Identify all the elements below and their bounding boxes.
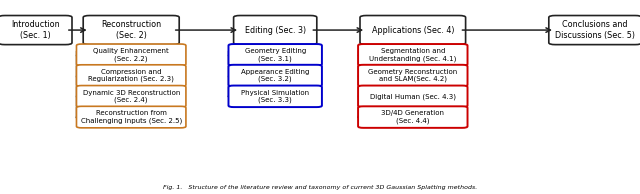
FancyBboxPatch shape bbox=[549, 16, 640, 45]
Text: 3D/4D Generation
(Sec. 4.4): 3D/4D Generation (Sec. 4.4) bbox=[381, 110, 444, 124]
FancyBboxPatch shape bbox=[228, 86, 322, 107]
FancyBboxPatch shape bbox=[77, 65, 186, 86]
FancyBboxPatch shape bbox=[228, 44, 322, 66]
FancyBboxPatch shape bbox=[83, 16, 179, 45]
Text: Reconstruction from
Challenging Inputs (Sec. 2.5): Reconstruction from Challenging Inputs (… bbox=[81, 110, 182, 124]
Text: Fig. 1.   Structure of the literature review and taxonomy of current 3D Gaussian: Fig. 1. Structure of the literature revi… bbox=[163, 185, 477, 190]
Text: Geometry Editing
(Sec. 3.1): Geometry Editing (Sec. 3.1) bbox=[244, 48, 306, 61]
FancyBboxPatch shape bbox=[358, 86, 467, 107]
Text: Quality Enhancement
(Sec. 2.2): Quality Enhancement (Sec. 2.2) bbox=[93, 48, 169, 61]
Text: Compression and
Regularization (Sec. 2.3): Compression and Regularization (Sec. 2.3… bbox=[88, 69, 174, 82]
Text: Geometry Reconstruction
and SLAM(Sec. 4.2): Geometry Reconstruction and SLAM(Sec. 4.… bbox=[368, 69, 458, 82]
FancyBboxPatch shape bbox=[0, 16, 72, 45]
Text: Applications (Sec. 4): Applications (Sec. 4) bbox=[372, 26, 454, 35]
FancyBboxPatch shape bbox=[358, 65, 467, 86]
FancyBboxPatch shape bbox=[77, 44, 186, 66]
FancyBboxPatch shape bbox=[360, 16, 466, 45]
FancyBboxPatch shape bbox=[77, 106, 186, 128]
Text: Digital Human (Sec. 4.3): Digital Human (Sec. 4.3) bbox=[370, 93, 456, 100]
Text: Segmentation and
Understanding (Sec. 4.1): Segmentation and Understanding (Sec. 4.1… bbox=[369, 48, 456, 61]
FancyBboxPatch shape bbox=[358, 106, 467, 128]
Text: Physical Simulation
(Sec. 3.3): Physical Simulation (Sec. 3.3) bbox=[241, 90, 309, 103]
Text: Introduction
(Sec. 1): Introduction (Sec. 1) bbox=[11, 20, 60, 40]
FancyBboxPatch shape bbox=[358, 44, 467, 66]
FancyBboxPatch shape bbox=[228, 65, 322, 86]
Text: Dynamic 3D Reconstruction
(Sec. 2.4): Dynamic 3D Reconstruction (Sec. 2.4) bbox=[83, 90, 180, 103]
Text: Editing (Sec. 3): Editing (Sec. 3) bbox=[244, 26, 306, 35]
Text: Conclusions and
Discussions (Sec. 5): Conclusions and Discussions (Sec. 5) bbox=[556, 20, 636, 40]
FancyBboxPatch shape bbox=[234, 16, 317, 45]
Text: Reconstruction
(Sec. 2): Reconstruction (Sec. 2) bbox=[101, 20, 161, 40]
FancyBboxPatch shape bbox=[77, 86, 186, 107]
Text: Appearance Editing
(Sec. 3.2): Appearance Editing (Sec. 3.2) bbox=[241, 69, 309, 82]
